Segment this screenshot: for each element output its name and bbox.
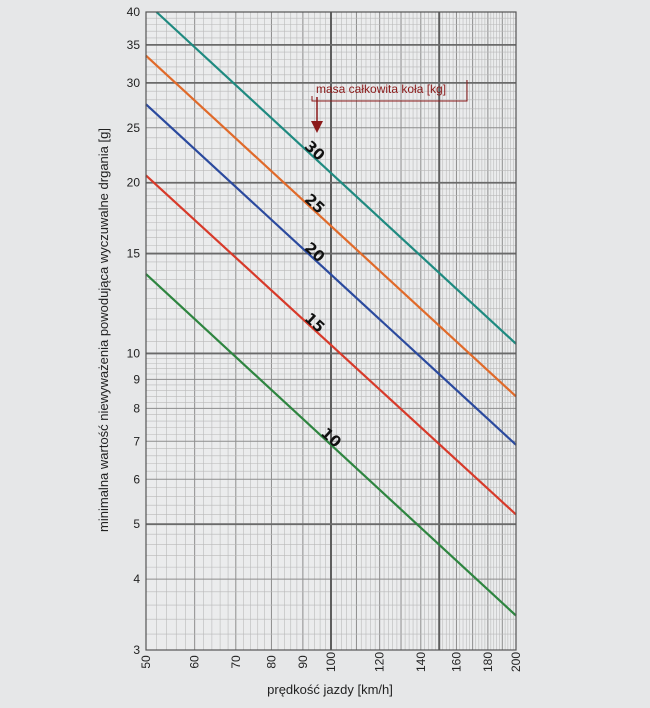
x-tick-label: 120 — [373, 652, 387, 672]
y-tick-label: 30 — [127, 76, 141, 90]
annotation-text: masa całkowita koła [kg] — [316, 82, 446, 96]
x-tick-labels: 50 60 70 80 90 100 120 140 160 180 200 — [139, 652, 523, 672]
y-tick-labels: 3 4 5 6 7 8 9 10 15 20 25 30 35 40 — [127, 5, 141, 657]
legend-annotation: masa całkowita koła [kg] — [311, 80, 468, 133]
y-tick-label: 7 — [133, 434, 140, 448]
y-tick-label: 25 — [127, 121, 141, 135]
x-tick-label: 100 — [324, 652, 338, 672]
series-lines — [145, 11, 517, 617]
y-tick-label: 9 — [133, 372, 140, 386]
x-axis-title: prędkość jazdy [km/h] — [267, 682, 393, 697]
annotation-arrow-head — [311, 121, 323, 133]
plot-frame — [145, 11, 517, 651]
y-tick-label: 20 — [127, 176, 141, 190]
major-grid — [146, 12, 516, 650]
x-tick-label: 50 — [139, 655, 153, 669]
y-tick-label: 8 — [133, 401, 140, 415]
series-line-20 — [145, 103, 517, 446]
y-tick-label: 40 — [127, 5, 141, 19]
series-line-10 — [145, 273, 517, 617]
y-tick-label: 3 — [133, 643, 140, 657]
annotation-bracket — [311, 80, 468, 102]
y-tick-label: 35 — [127, 38, 141, 52]
x-tick-label: 200 — [509, 652, 523, 672]
x-tick-label: 90 — [296, 655, 310, 669]
x-tick-label: 140 — [414, 652, 428, 672]
x-tick-label: 70 — [229, 655, 243, 669]
y-tick-label: 6 — [133, 472, 140, 486]
y-tick-label: 15 — [127, 247, 141, 261]
x-tick-label: 60 — [188, 655, 202, 669]
x-tick-label: 160 — [449, 652, 463, 672]
y-tick-label: 5 — [133, 517, 140, 531]
x-tick-label: 80 — [264, 655, 278, 669]
series-line-25 — [145, 54, 517, 398]
y-tick-label: 10 — [127, 347, 141, 361]
y-axis-title: minimalna wartość niewyważenia powodując… — [96, 128, 111, 532]
y-tick-label: 4 — [133, 572, 140, 586]
series-line-15 — [145, 174, 517, 516]
x-tick-label: 180 — [481, 652, 495, 672]
series-line-30 — [155, 11, 517, 345]
